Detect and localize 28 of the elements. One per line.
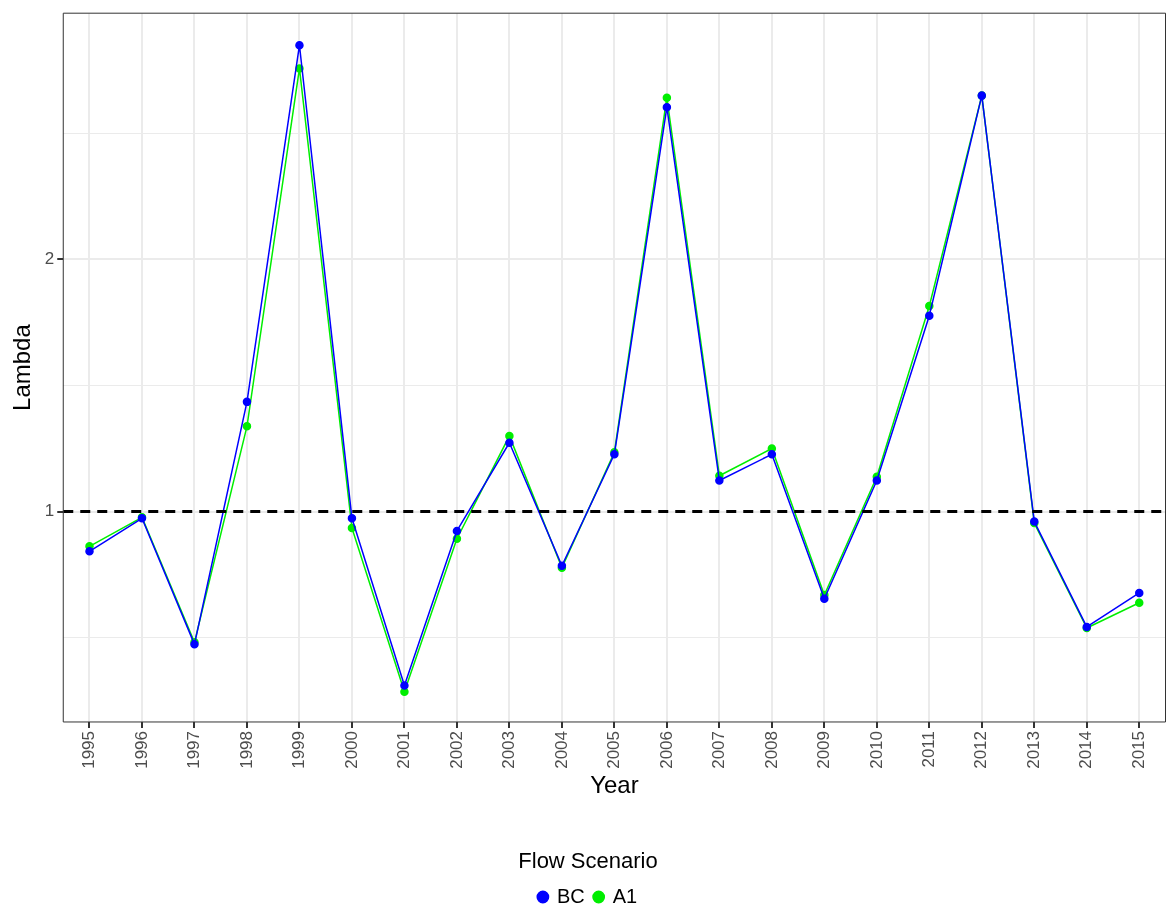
- legend-label: BC: [556, 884, 585, 907]
- x-tick-label: 1999: [289, 730, 309, 769]
- x-tick-label: 2006: [656, 730, 676, 769]
- x-tick-label: 2012: [971, 730, 991, 769]
- y-tick-label: 2: [44, 249, 55, 269]
- x-tick-label: 1996: [131, 730, 151, 769]
- x-tick-label: 1998: [236, 730, 256, 769]
- x-tick-label: 1995: [79, 730, 99, 769]
- x-tick-label: 2015: [1128, 730, 1148, 769]
- legend-label: A1: [612, 884, 638, 907]
- y-tick-label: 1: [44, 501, 55, 521]
- x-tick-label: 2010: [866, 730, 886, 769]
- x-tick-label: 2005: [604, 730, 624, 769]
- y-axis-title: Lambda: [8, 323, 36, 411]
- x-tick-label: 2004: [551, 730, 571, 769]
- x-axis-title: Year: [590, 770, 639, 798]
- x-tick-label: 2009: [814, 730, 834, 769]
- x-tick-label: 1997: [184, 730, 204, 769]
- x-tick-label: 2013: [1023, 730, 1043, 769]
- x-tick-label: 2002: [446, 730, 466, 769]
- x-tick-label: 2011: [918, 730, 938, 768]
- x-tick-label: 2014: [1076, 730, 1096, 769]
- legend-title: Flow Scenario: [518, 847, 658, 873]
- x-tick-label: 2007: [709, 730, 729, 769]
- x-tick-label: 2000: [341, 730, 361, 769]
- x-tick-label: 2003: [499, 730, 519, 769]
- x-tick-label: 2001: [394, 730, 414, 769]
- x-tick-label: 2008: [761, 730, 781, 769]
